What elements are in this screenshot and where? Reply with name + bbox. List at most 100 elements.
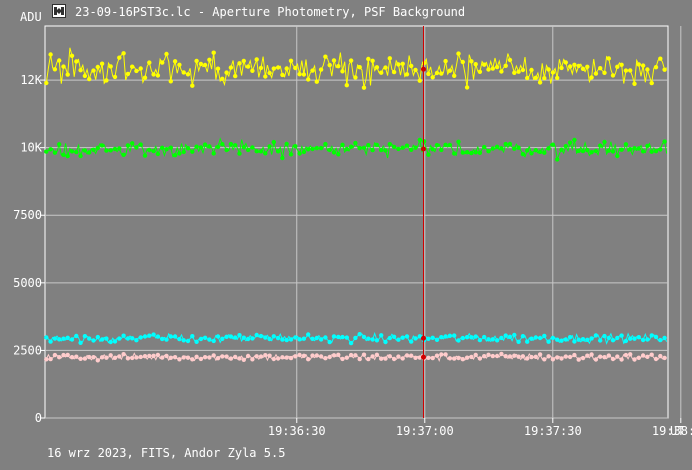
data-point [151, 148, 156, 154]
data-point [559, 356, 564, 361]
data-point [374, 142, 380, 148]
data-point [117, 336, 122, 341]
y-tick-label: 12K [20, 73, 42, 87]
data-point [460, 357, 465, 362]
data-point [314, 145, 319, 151]
data-point [516, 339, 521, 344]
data-point [417, 137, 422, 143]
data-point [653, 149, 659, 154]
data-point [318, 145, 324, 151]
data-point [263, 151, 268, 156]
data-point [147, 333, 152, 338]
data-point [95, 145, 101, 151]
data-point [314, 79, 319, 84]
data-point [57, 58, 62, 63]
data-point [542, 357, 547, 362]
data-point [69, 337, 75, 342]
series-4 [44, 351, 667, 363]
data-point [52, 150, 58, 155]
data-point [477, 69, 483, 75]
data-point [185, 355, 191, 360]
data-point [619, 62, 624, 67]
data-point [155, 151, 161, 157]
data-point [301, 353, 307, 358]
data-point [340, 69, 345, 74]
data-point [297, 72, 302, 77]
data-point [271, 66, 276, 71]
data-point [220, 142, 225, 147]
data-point [228, 356, 234, 361]
data-point [357, 332, 362, 337]
data-point [327, 147, 332, 153]
data-point [130, 141, 135, 146]
data-point [662, 67, 667, 72]
data-point [147, 353, 152, 359]
data-point [430, 355, 435, 361]
data-point [318, 337, 324, 342]
data-point [125, 336, 131, 341]
series-3 [44, 331, 668, 346]
data-point [284, 66, 289, 71]
data-point [57, 142, 62, 147]
data-point [537, 352, 543, 357]
data-point [288, 337, 294, 342]
data-point [155, 334, 161, 339]
data-point [619, 333, 624, 338]
data-point [172, 334, 178, 339]
data-point [134, 338, 139, 343]
data-point [640, 337, 646, 343]
data-point [512, 70, 517, 76]
data-point [610, 356, 616, 362]
data-point [426, 336, 431, 341]
data-point [555, 157, 560, 162]
data-point [580, 355, 586, 361]
data-point [78, 340, 83, 345]
data-point [74, 354, 79, 359]
data-point [623, 68, 629, 73]
data-point [344, 146, 349, 152]
data-point [374, 65, 380, 70]
data-point [391, 334, 397, 339]
data-point [314, 335, 319, 341]
data-point [155, 73, 161, 78]
data-point [374, 338, 380, 343]
plot-area[interactable] [44, 25, 669, 419]
data-point [464, 335, 470, 340]
data-point [177, 151, 182, 156]
data-point [606, 148, 611, 153]
data-point [301, 149, 307, 155]
data-point [598, 354, 603, 359]
data-point [172, 59, 178, 64]
data-point [151, 72, 156, 77]
data-point [82, 148, 88, 153]
data-point [99, 337, 105, 342]
data-point [473, 61, 478, 67]
data-point [421, 139, 427, 144]
data-point [348, 58, 354, 63]
data-point [452, 333, 457, 338]
data-point [456, 338, 461, 343]
data-point [494, 353, 500, 359]
y-tick-label: 2500 [13, 343, 42, 357]
data-point [520, 151, 526, 157]
data-point [160, 145, 165, 150]
data-point [632, 81, 637, 87]
data-point [550, 142, 556, 147]
data-point [447, 142, 453, 148]
data-point [215, 356, 221, 361]
data-point [138, 66, 143, 71]
data-point [473, 150, 478, 155]
data-point [589, 150, 594, 155]
data-point [202, 355, 208, 360]
data-point [104, 336, 109, 341]
data-point [44, 80, 49, 86]
data-point [245, 64, 251, 69]
data-point [220, 76, 225, 82]
data-point [443, 334, 448, 339]
data-point [430, 75, 435, 80]
data-point [387, 354, 392, 359]
data-point [108, 353, 113, 358]
data-point [585, 147, 590, 153]
data-point [645, 143, 650, 149]
